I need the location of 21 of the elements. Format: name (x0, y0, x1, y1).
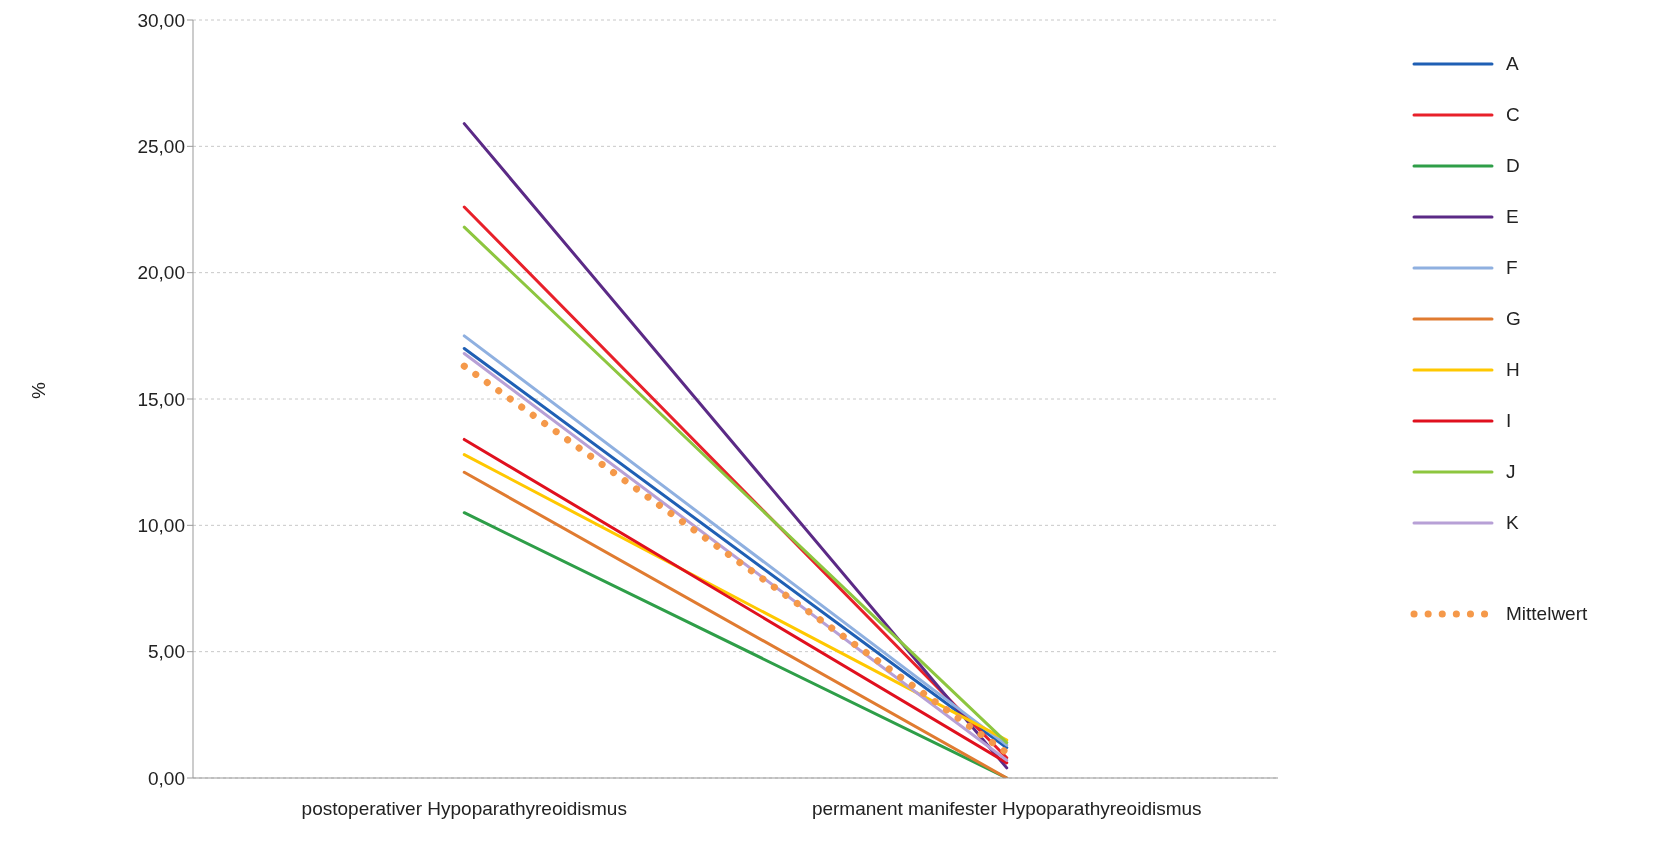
legend-label: K (1506, 511, 1519, 534)
legend-label: J (1506, 460, 1516, 483)
x-tick-label: permanent manifester Hypoparathyreoidismus (811, 798, 1202, 820)
legend-label: H (1506, 358, 1520, 381)
legend-label: E (1506, 205, 1519, 228)
x-tick-label: postoperativer Hypoparathyreoidismus (301, 798, 627, 820)
legend-label: G (1506, 307, 1521, 330)
y-tick-label: 30,00 (137, 9, 185, 31)
y-tick-label: 0,00 (148, 767, 185, 789)
legend-label: D (1506, 154, 1520, 177)
y-tick-label: 20,00 (137, 262, 185, 284)
y-tick-label: 10,00 (137, 515, 185, 537)
y-tick-label: 5,00 (148, 641, 185, 663)
y-axis-title: % (27, 382, 49, 399)
legend-label: Mittelwert (1506, 602, 1588, 625)
legend-label: C (1506, 103, 1520, 126)
y-tick-label: 15,00 (137, 388, 185, 410)
legend-label: F (1506, 256, 1518, 279)
legend-label: A (1506, 52, 1519, 75)
legend-label: I (1506, 409, 1512, 432)
y-tick-label: 25,00 (137, 136, 185, 158)
